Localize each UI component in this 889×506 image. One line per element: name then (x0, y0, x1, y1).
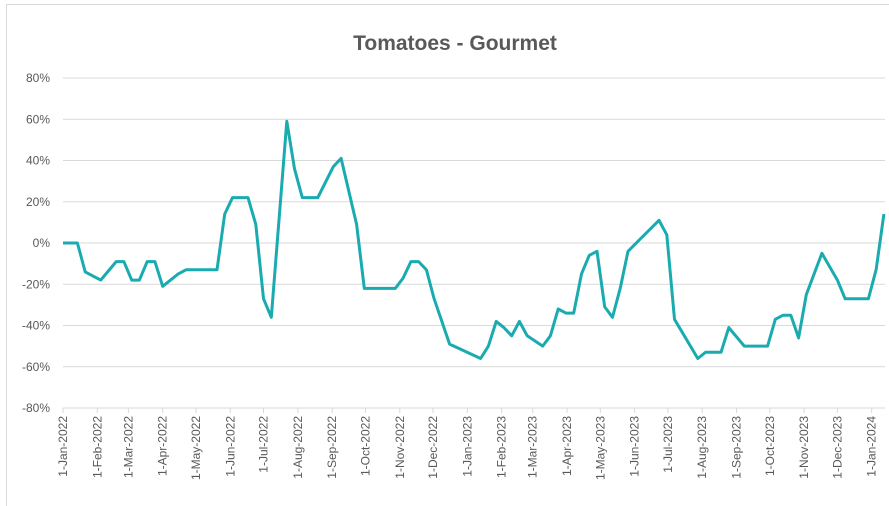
x-tick-label: 1-Feb-2023 (495, 416, 509, 478)
x-tick-label: 1-Sep-2022 (325, 416, 339, 479)
x-tick-label: 1-Jan-2023 (460, 416, 474, 477)
y-tick-label: -20% (22, 277, 50, 291)
y-tick-label: 40% (26, 154, 50, 168)
x-tick-label: 1-Jun-2022 (223, 416, 237, 477)
x-tick-label: 1-Aug-2023 (695, 416, 709, 479)
data-line (63, 119, 886, 360)
x-tick-label: 1-Nov-2022 (393, 416, 407, 479)
y-tick-label: 20% (26, 195, 50, 209)
x-tick-label: 1-Sep-2023 (730, 416, 744, 479)
x-tick-label: 1-May-2022 (189, 416, 203, 480)
x-tick-label: 1-Apr-2022 (156, 416, 170, 476)
chart-title: Tomatoes - Gourmet (353, 32, 557, 55)
y-tick-label: -40% (22, 319, 50, 333)
y-tick-label: 0% (33, 236, 51, 250)
y-tick-label: -60% (22, 360, 50, 374)
chart-border (6, 4, 889, 506)
x-tick-label: 1-May-2023 (593, 416, 607, 480)
x-tick-label: 1-Jun-2023 (628, 416, 642, 477)
y-tick-label: 80% (26, 71, 50, 85)
x-tick-label: 1-Jul-2023 (661, 416, 675, 473)
x-tick-label: 1-Apr-2023 (560, 416, 574, 476)
x-tick-label: 1-Mar-2023 (526, 416, 540, 478)
x-tick-label: 1-Oct-2022 (358, 416, 372, 476)
x-tick-label: 1-Dec-2023 (830, 416, 844, 479)
x-tick-label: 1-Oct-2023 (763, 416, 777, 476)
y-tick-label: 60% (26, 112, 50, 126)
x-tick-label: 1-Feb-2022 (90, 416, 104, 478)
x-tick-label: 1-Jan-2024 (865, 416, 879, 477)
x-tick-label: 1-Dec-2022 (426, 416, 440, 479)
x-tick-label: 1-Jul-2022 (257, 416, 271, 473)
x-tick-label: 1-Jan-2022 (56, 416, 70, 477)
x-tick-label: 1-Aug-2022 (291, 416, 305, 479)
y-tick-label: -80% (22, 401, 50, 415)
x-tick-label: 1-Mar-2022 (121, 416, 135, 478)
x-tick-label: 1-Nov-2023 (797, 416, 811, 479)
